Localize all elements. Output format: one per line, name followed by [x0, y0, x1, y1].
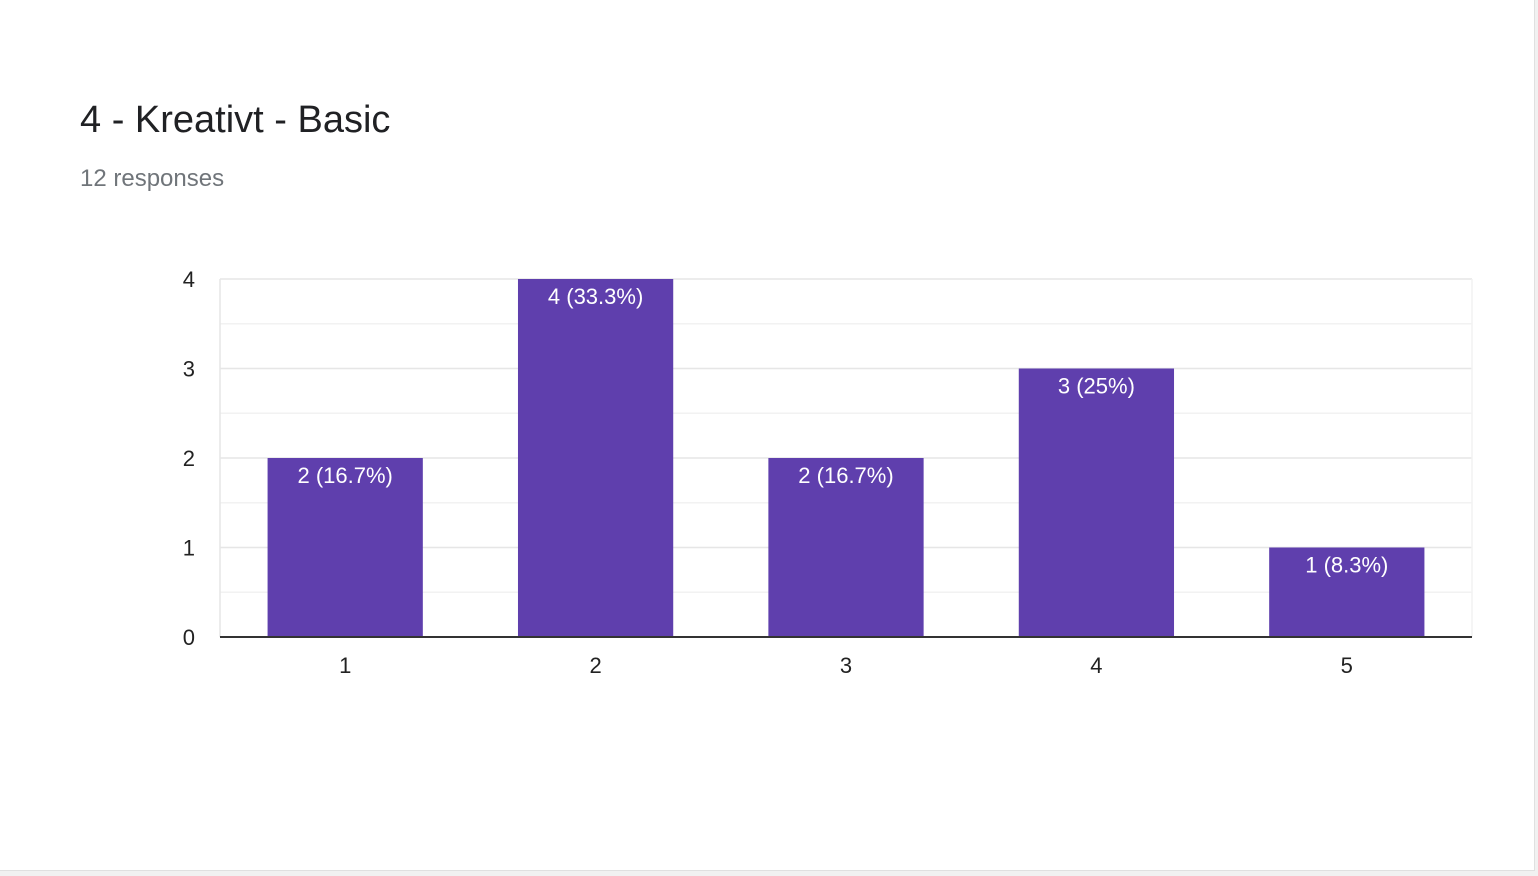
chart-title: 4 - Kreativt - Basic [80, 99, 391, 141]
data-label: 1 (8.3%) [1305, 553, 1388, 578]
data-label: 3 (25%) [1058, 374, 1135, 399]
bar [1269, 547, 1425, 637]
data-label: 4 (33.3%) [548, 284, 643, 309]
x-tick-label: 4 [1090, 653, 1102, 678]
y-tick-label: 4 [183, 267, 195, 292]
bar [267, 458, 423, 637]
data-label: 2 (16.7%) [298, 463, 393, 488]
bars: 2 (16.7%) 4 (33.3%) 2 (16.7%) 3 (25%) 1 (8.3… [267, 279, 1425, 637]
x-tick-label: 5 [1341, 653, 1353, 678]
y-tick-label: 3 [183, 357, 195, 382]
x-tick-label: 2 [589, 653, 601, 678]
y-tick-label: 2 [183, 446, 195, 471]
scrollbar-gutter [1535, 0, 1538, 876]
axes: 0 1 2 3 4 1 2 3 4 5 [183, 267, 1472, 678]
data-label: 2 (16.7%) [798, 463, 893, 488]
grid-lines [219, 278, 1473, 637]
x-tick-label: 1 [339, 653, 351, 678]
bar [768, 458, 924, 637]
bar [517, 279, 674, 637]
y-tick-label: 0 [183, 625, 195, 650]
x-tick-label: 3 [840, 653, 852, 678]
bar [1018, 368, 1175, 637]
y-tick-label: 1 [183, 536, 195, 561]
bottom-gutter [0, 871, 1538, 876]
response-count: 12 responses [80, 165, 225, 192]
